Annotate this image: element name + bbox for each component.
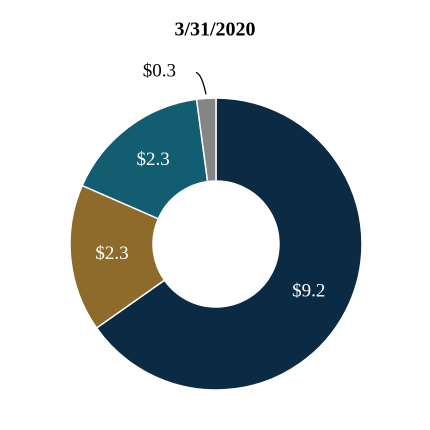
donut-slice <box>95 97 363 391</box>
donut-slice <box>195 97 217 183</box>
donut-slice <box>69 184 166 330</box>
donut-slice <box>81 98 209 220</box>
data-label: $2.3 <box>95 243 128 264</box>
data-label: $0.3 <box>143 61 176 82</box>
data-label: $9.2 <box>292 281 325 302</box>
chart-title: 3/31/2020 <box>174 19 255 41</box>
leader-line <box>195 71 207 95</box>
data-label: $2.3 <box>136 149 169 170</box>
